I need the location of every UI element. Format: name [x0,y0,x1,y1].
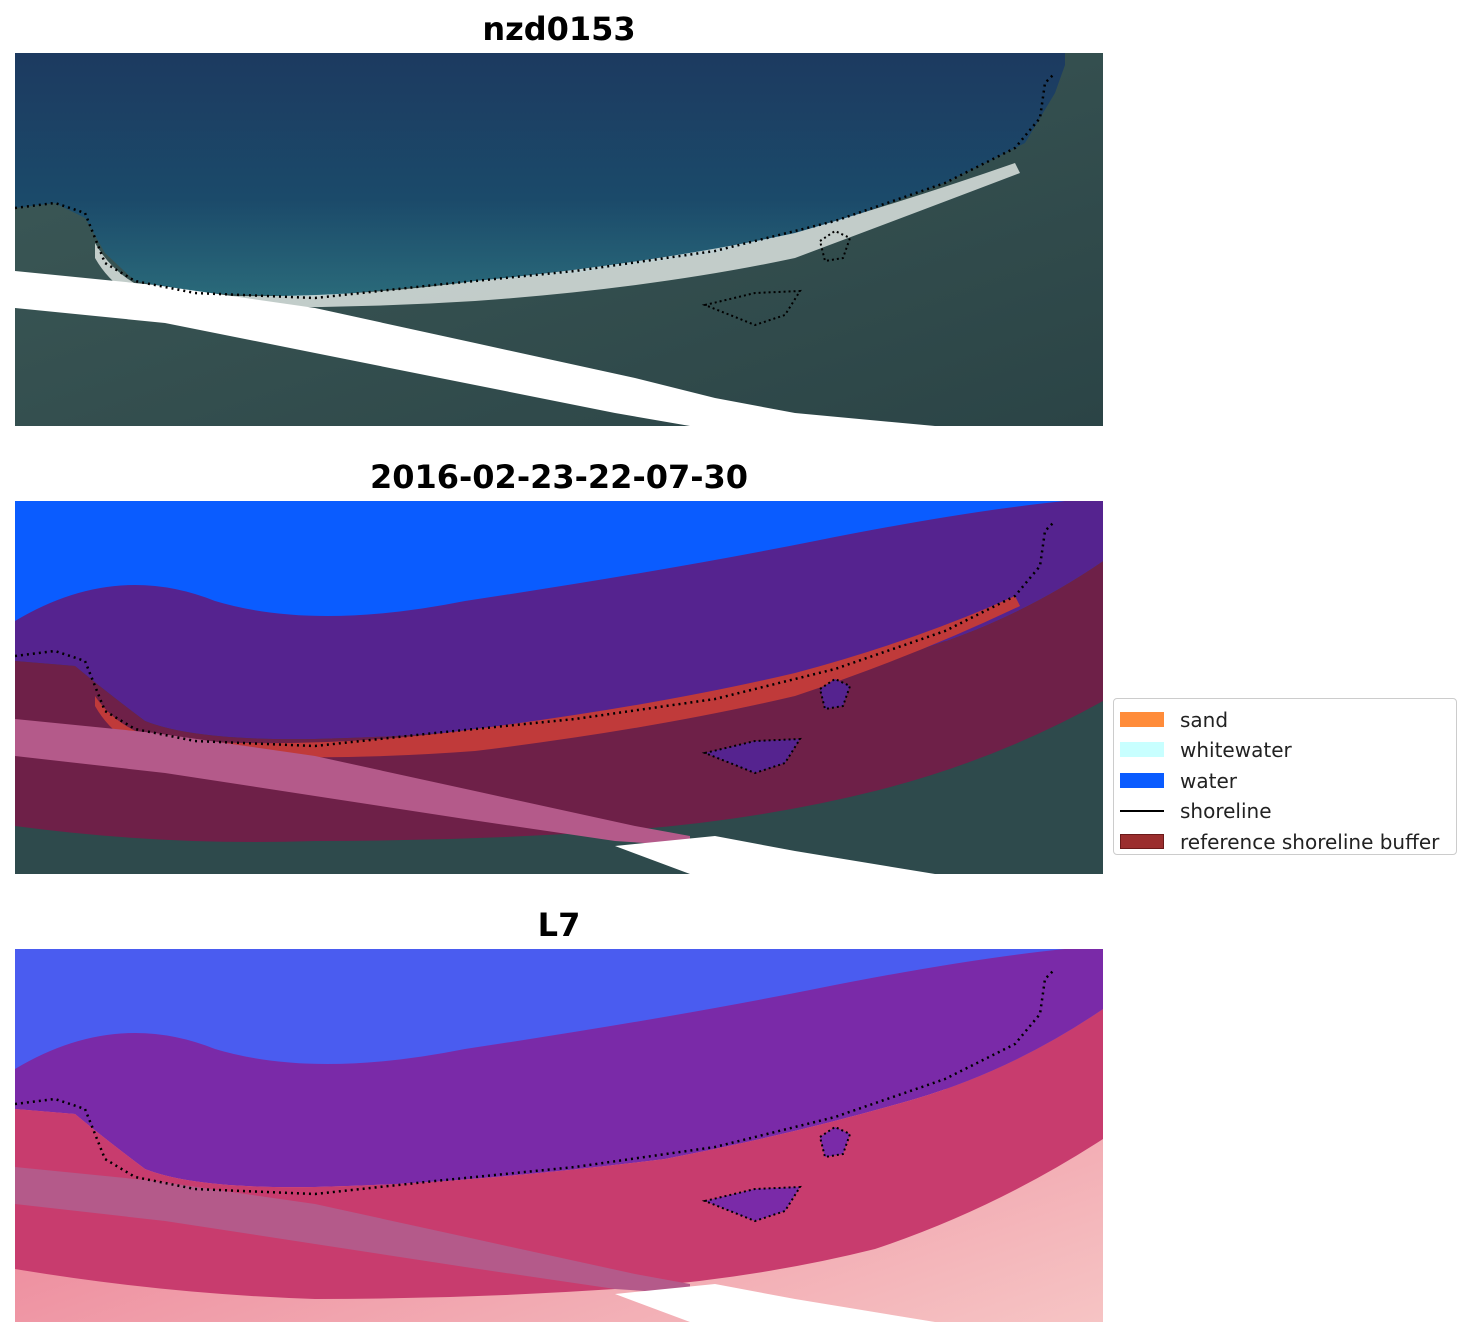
buffer-over-water [15,501,1103,740]
shoreline-line-swatch [1120,810,1164,813]
white-nodata-strip [615,1284,935,1322]
buffer-swatch [1120,833,1164,849]
surf-zone [95,163,1020,308]
index-buffer-purple [15,949,1103,1188]
shoreline-dotted [15,72,1056,300]
lagoon-outline-1 [818,229,852,263]
white-nodata-strip [615,836,935,874]
legend-item-reference-buffer: reference shoreline buffer [1114,826,1456,856]
index-image [15,949,1103,1322]
panel-title-rgb: nzd0153 [482,10,636,48]
lagoon-outline-2 [701,737,802,775]
lagoon-outline-2 [701,289,802,327]
shoreline-dotted [15,968,1056,1196]
lagoon-outline-1 [818,1125,852,1159]
panel-title-index: L7 [537,906,581,944]
index-nodata-pink [15,1167,690,1294]
lagoon-outline-2 [701,1185,802,1223]
legend: sand whitewater water shoreline referenc… [1113,698,1457,855]
legend-label: reference shoreline buffer [1180,829,1440,854]
shoreline-dotted [15,520,1056,748]
legend-label: sand [1180,708,1229,732]
satellite-rgb-image [15,53,1103,426]
classified-image [15,501,1103,874]
lagoon-outline-1 [818,677,852,711]
legend-item-water: water [1114,765,1456,795]
legend-label: shoreline [1180,799,1272,824]
buffer-nodata-pink [15,719,690,846]
legend-item-shoreline: shoreline [1114,795,1456,825]
panel-title-classified: 2016-02-23-22-07-30 [369,458,749,496]
whitewater-swatch [1120,742,1164,758]
legend-label: water [1180,768,1237,793]
sea-area [15,53,1065,297]
sand-swatch [1120,712,1164,727]
water-swatch [1120,772,1164,788]
white-nodata-strip [15,271,935,426]
legend-label: whitewater [1180,738,1292,763]
legend-item-whitewater: whitewater [1114,734,1456,764]
legend-item-sand: sand [1114,704,1456,734]
